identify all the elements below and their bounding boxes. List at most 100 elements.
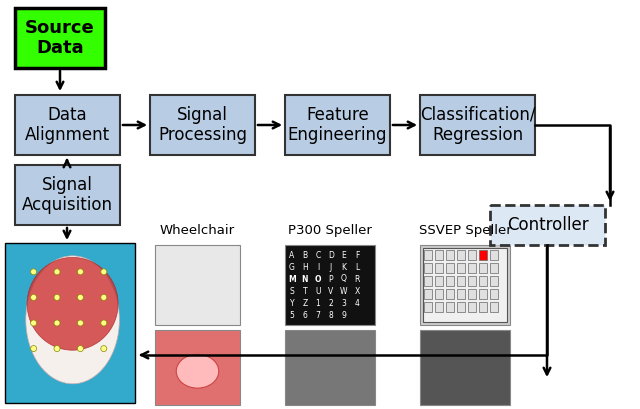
FancyBboxPatch shape (420, 95, 535, 155)
Text: W: W (340, 286, 348, 295)
Bar (424, 289, 432, 299)
Text: S: S (290, 286, 294, 295)
Text: Signal
Processing: Signal Processing (158, 106, 247, 144)
Text: 3: 3 (342, 299, 346, 308)
Bar (490, 289, 498, 299)
Text: Feature
Engineering: Feature Engineering (288, 106, 387, 144)
Bar (457, 250, 465, 260)
Circle shape (31, 346, 36, 352)
Text: Source
Data: Source Data (25, 18, 95, 57)
FancyBboxPatch shape (285, 330, 375, 405)
Circle shape (101, 320, 107, 326)
Circle shape (77, 346, 83, 352)
Text: V: V (328, 286, 333, 295)
Bar (490, 263, 498, 273)
Bar (479, 289, 487, 299)
Text: M: M (288, 274, 296, 283)
Text: R: R (355, 274, 360, 283)
Text: Z: Z (302, 299, 308, 308)
Text: 5: 5 (289, 310, 294, 319)
Text: D: D (328, 250, 334, 259)
Bar (457, 276, 465, 286)
Bar (446, 289, 454, 299)
FancyBboxPatch shape (155, 330, 240, 405)
Text: L: L (355, 263, 359, 272)
Circle shape (54, 346, 60, 352)
Circle shape (31, 294, 36, 300)
Text: Classification/
Regression: Classification/ Regression (420, 106, 535, 144)
Text: P300 Speller: P300 Speller (288, 224, 372, 237)
Text: 4: 4 (355, 299, 360, 308)
Bar (479, 263, 487, 273)
Circle shape (77, 320, 83, 326)
FancyBboxPatch shape (155, 245, 240, 325)
Bar (446, 250, 454, 260)
Bar (435, 276, 443, 286)
Bar (446, 263, 454, 273)
Text: Controller: Controller (507, 216, 588, 234)
Bar (435, 289, 443, 299)
Text: N: N (301, 274, 308, 283)
Bar (435, 302, 443, 312)
Text: K: K (342, 263, 346, 272)
Bar (468, 302, 476, 312)
Ellipse shape (176, 354, 219, 388)
FancyBboxPatch shape (285, 245, 375, 325)
Bar (424, 276, 432, 286)
Text: A: A (289, 250, 294, 259)
Bar (479, 276, 487, 286)
Circle shape (54, 269, 60, 275)
Text: 2: 2 (328, 299, 333, 308)
Text: P: P (329, 274, 333, 283)
Text: T: T (303, 286, 307, 295)
Bar (457, 302, 465, 312)
Circle shape (77, 269, 83, 275)
Ellipse shape (26, 256, 120, 384)
Bar (435, 250, 443, 260)
Bar (468, 276, 476, 286)
FancyBboxPatch shape (15, 8, 105, 68)
Text: H: H (302, 263, 308, 272)
FancyBboxPatch shape (285, 95, 390, 155)
Text: O: O (315, 274, 321, 283)
Bar (468, 289, 476, 299)
FancyBboxPatch shape (15, 95, 120, 155)
Text: Wheelchair: Wheelchair (159, 224, 235, 237)
Text: 1: 1 (316, 299, 321, 308)
Bar (490, 302, 498, 312)
Text: E: E (342, 250, 346, 259)
Bar (435, 263, 443, 273)
FancyBboxPatch shape (423, 248, 507, 322)
Bar (468, 250, 476, 260)
Text: J: J (330, 263, 332, 272)
Text: C: C (316, 250, 321, 259)
Text: B: B (303, 250, 308, 259)
Circle shape (31, 269, 36, 275)
Circle shape (31, 320, 36, 326)
FancyBboxPatch shape (150, 95, 255, 155)
Text: SSVEP Speller: SSVEP Speller (419, 224, 511, 237)
Bar (468, 263, 476, 273)
FancyBboxPatch shape (490, 205, 605, 245)
Text: 7: 7 (316, 310, 321, 319)
Bar (457, 263, 465, 273)
Text: U: U (316, 286, 321, 295)
Bar (479, 302, 487, 312)
Text: 9: 9 (342, 310, 346, 319)
Circle shape (77, 294, 83, 300)
Text: 8: 8 (328, 310, 333, 319)
Circle shape (101, 269, 107, 275)
FancyBboxPatch shape (15, 165, 120, 225)
Text: I: I (317, 263, 319, 272)
Bar (446, 302, 454, 312)
Text: 6: 6 (303, 310, 307, 319)
Circle shape (54, 294, 60, 300)
Ellipse shape (27, 257, 118, 350)
Text: Q: Q (341, 274, 347, 283)
Text: Y: Y (290, 299, 294, 308)
FancyBboxPatch shape (420, 330, 510, 405)
Circle shape (101, 346, 107, 352)
Text: G: G (289, 263, 295, 272)
Circle shape (54, 320, 60, 326)
Text: Data
Alignment: Data Alignment (25, 106, 110, 144)
